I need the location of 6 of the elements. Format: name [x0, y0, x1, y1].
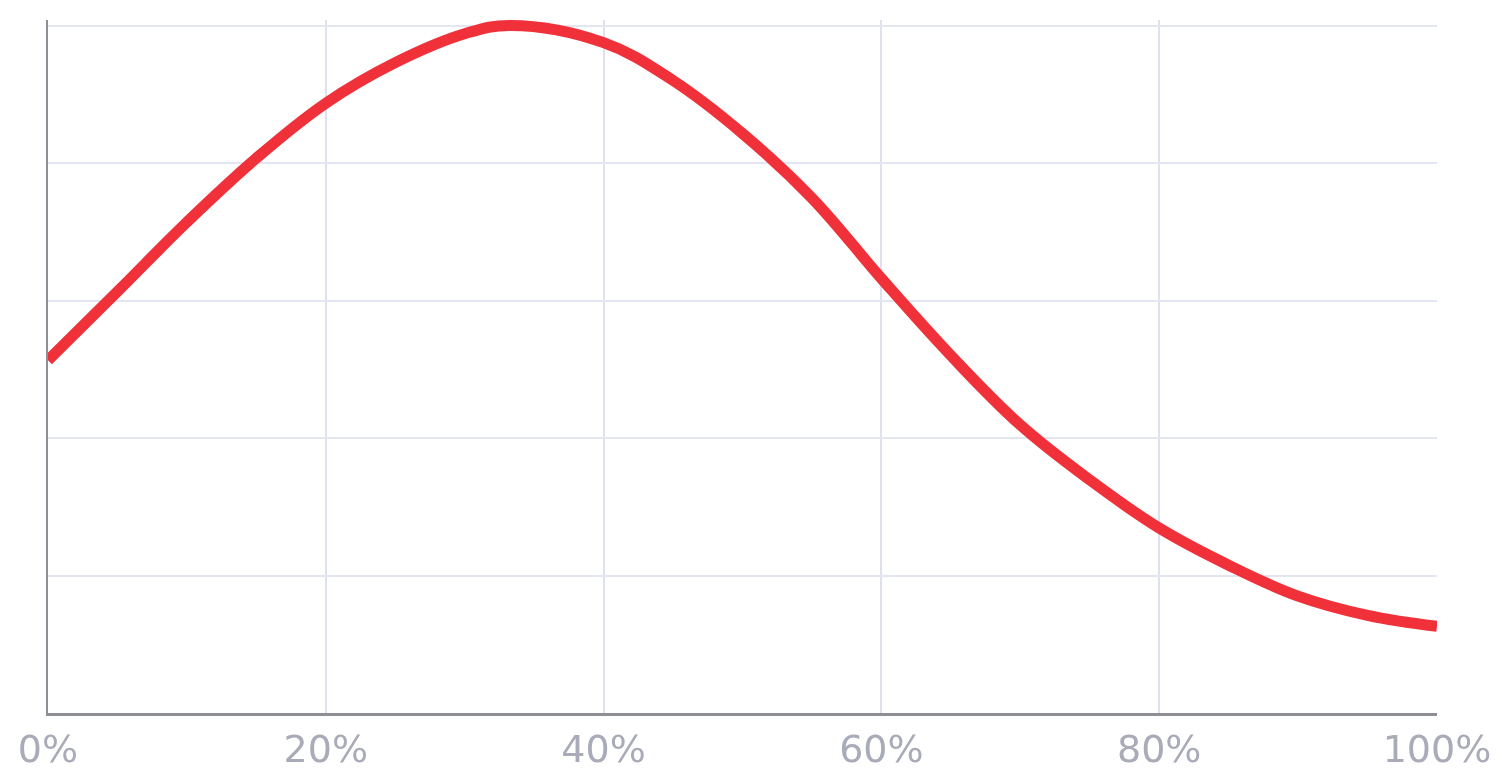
x-tick-label: 20% [283, 726, 369, 771]
x-tick-label: 60% [839, 726, 924, 771]
x-tick-label: 100% [1382, 726, 1492, 771]
x-tick-label: 40% [561, 726, 646, 771]
x-tick-label: 80% [1116, 726, 1202, 771]
x-tick-label: 0% [17, 726, 79, 771]
